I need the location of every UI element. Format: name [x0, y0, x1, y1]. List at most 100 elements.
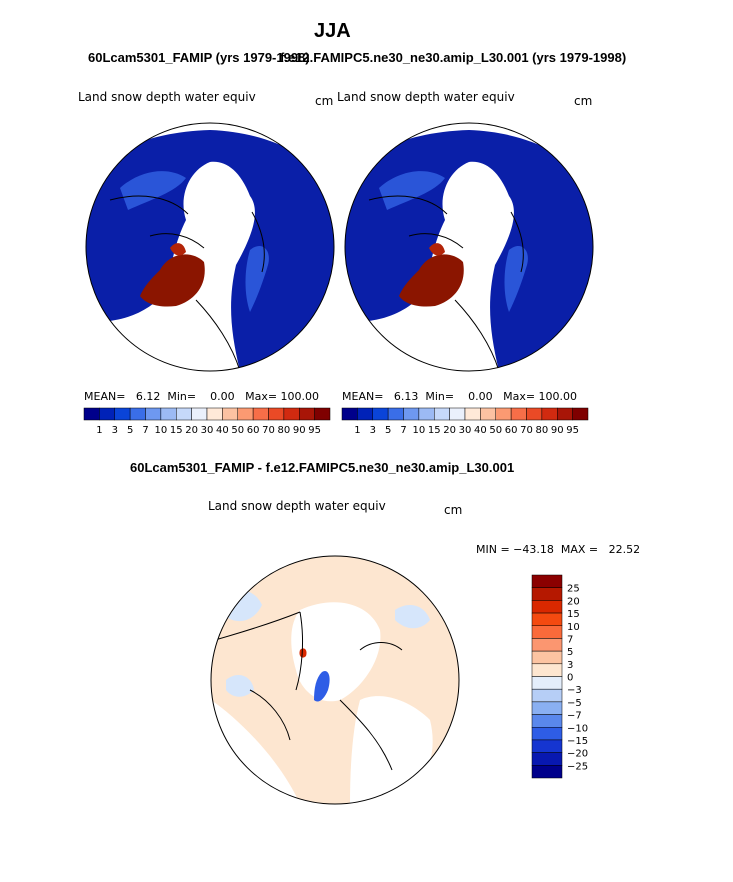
right-colorbar-tick-label: 70	[520, 425, 533, 436]
diff-colorbar-tick-label: 15	[567, 609, 580, 620]
diff-colorbar-swatch	[531, 688, 563, 703]
right-map-coastline	[368, 195, 524, 371]
figure-title: JJA	[314, 20, 351, 42]
diff-colorbar-tick-label: 7	[567, 634, 573, 645]
right-map-stats: MEAN= 6.13 Min= 0.00 Max= 100.00	[342, 390, 578, 403]
diff-polar-map	[210, 555, 460, 805]
left-colorbar-tick-label: 15	[170, 425, 183, 436]
left-colorbar-swatch	[314, 407, 331, 421]
left-colorbar-tick-label: 50	[231, 425, 244, 436]
diff-map-variable-label: Land snow depth water equiv	[208, 499, 386, 513]
left-map-greenland-max	[140, 254, 205, 307]
left-map-stats: MEAN= 6.12 Min= 0.00 Max= 100.00	[84, 390, 320, 403]
right-colorbar-tick-label: 15	[428, 425, 441, 436]
diff-colorbar-tick-label: −7	[567, 711, 582, 722]
diff-colorbar-tick-label: 10	[567, 622, 580, 633]
left-colorbar-tick-label: 80	[278, 425, 291, 436]
left-map-shade-patch	[245, 245, 269, 312]
diff-colorbar-swatch	[531, 701, 563, 715]
diff-colorbar-tick-label: −25	[567, 761, 588, 772]
diff-panel-subtitle: 60Lcam5301_FAMIP - f.e12.FAMIPC5.ne30_ne…	[130, 460, 515, 475]
diff-map-zero-region	[291, 602, 381, 702]
right-colorbar-swatch	[341, 407, 358, 421]
left-map-units-label: cm	[315, 94, 334, 108]
diff-colorbar-swatch	[531, 676, 563, 690]
right-colorbar-tick-label: 3	[370, 425, 376, 436]
right-colorbar-tick-label: 5	[385, 425, 391, 436]
right-colorbar-tick-label: 50	[489, 425, 502, 436]
diff-map-negative-patch	[226, 675, 254, 697]
diff-colorbar-swatch	[531, 600, 563, 614]
right-colorbar-swatch	[418, 407, 435, 421]
left-colorbar-swatch	[283, 407, 300, 421]
diff-colorbar-tick-label: −20	[567, 749, 588, 760]
diff-map-minmax: MIN = −43.18 MAX = 22.52	[476, 543, 641, 556]
left-colorbar-tick-label: 3	[112, 425, 118, 436]
right-colorbar-tick-label: 30	[459, 425, 472, 436]
right-map-shade-patch	[504, 245, 528, 312]
diff-map-coastline	[214, 611, 403, 771]
diff-colorbar-tick-label: −10	[567, 723, 588, 734]
left-colorbar-tick-label: 20	[185, 425, 198, 436]
left-colorbar-tick-label: 90	[293, 425, 306, 436]
right-map-greenland-max	[399, 254, 464, 307]
diff-colorbar-swatch	[531, 574, 563, 588]
right-colorbar-swatch	[480, 407, 496, 421]
diff-map-negative-extreme	[314, 670, 330, 702]
right-colorbar-swatch	[495, 407, 512, 421]
left-polar-map	[85, 122, 335, 372]
right-colorbar-swatch	[449, 407, 466, 421]
diff-colorbar-swatch	[531, 765, 563, 779]
left-colorbar-swatch	[99, 407, 115, 421]
left-colorbar-tick-label: 95	[308, 425, 321, 436]
left-colorbar-swatch	[160, 407, 177, 421]
left-map-variable-label: Land snow depth water equiv	[78, 90, 256, 104]
left-map-shade-patch	[120, 171, 186, 210]
right-colorbar-swatch	[510, 407, 527, 421]
diff-colorbar-swatch	[531, 587, 563, 601]
left-colorbar-tick-label: 40	[216, 425, 229, 436]
left-colorbar-swatch	[206, 407, 223, 421]
diff-map-units-label: cm	[444, 503, 463, 517]
right-colorbar-tick-label: 10	[413, 425, 426, 436]
diff-colorbar-swatch	[531, 638, 563, 652]
right-colorbar-tick-label: 1	[354, 425, 360, 436]
right-colorbar-tick-label: 7	[400, 425, 406, 436]
diff-colorbar-tick-label: 20	[567, 596, 580, 607]
diff-colorbar-tick-label: 0	[567, 673, 573, 684]
diff-colorbar-swatch	[531, 714, 563, 728]
right-colorbar-tick-label: 40	[474, 425, 487, 436]
right-colorbar-tick-label: 60	[505, 425, 518, 436]
diff-colorbar-swatch	[531, 663, 563, 677]
left-colorbar-tick-label: 1	[96, 425, 102, 436]
right-colorbar-swatch	[357, 407, 373, 421]
right-colorbar-tick-label: 20	[443, 425, 456, 436]
left-map-coastline	[109, 195, 265, 371]
left-colorbar-swatch	[222, 407, 238, 421]
left-colorbar-swatch	[176, 407, 192, 421]
left-colorbar-swatch	[145, 407, 162, 421]
left-colorbar-tick-label: 70	[262, 425, 275, 436]
left-colorbar-swatch	[114, 407, 131, 421]
right-polar-map	[344, 122, 594, 372]
left-colorbar-swatch	[252, 407, 269, 421]
right-colorbar-swatch	[526, 407, 543, 421]
left-colorbar-swatch	[237, 407, 254, 421]
right-colorbar-tick-label: 80	[536, 425, 549, 436]
left-colorbar-swatch	[268, 407, 285, 421]
right-colorbar-tick-label: 90	[551, 425, 564, 436]
diff-colorbar-swatch	[531, 752, 563, 766]
right-colorbar: 1 3 5 7 10 15 20 30 40 50 60 70 80 90 95	[341, 407, 589, 436]
right-map-variable-label: Land snow depth water equiv	[337, 90, 515, 104]
diff-colorbar-tick-label: 25	[567, 584, 580, 595]
left-colorbar: 1 3 5 7 10 15 20 30 40 50 60 70 80 90 95	[83, 407, 331, 436]
right-colorbar-swatch	[403, 407, 420, 421]
diff-colorbar-tick-label: −15	[567, 736, 588, 747]
left-map-greenland-max	[170, 243, 186, 256]
left-colorbar-tick-label: 5	[127, 425, 133, 436]
diff-colorbar-swatch	[531, 727, 563, 741]
diff-colorbar-swatch	[531, 625, 563, 639]
diff-colorbar-swatch	[531, 650, 563, 665]
